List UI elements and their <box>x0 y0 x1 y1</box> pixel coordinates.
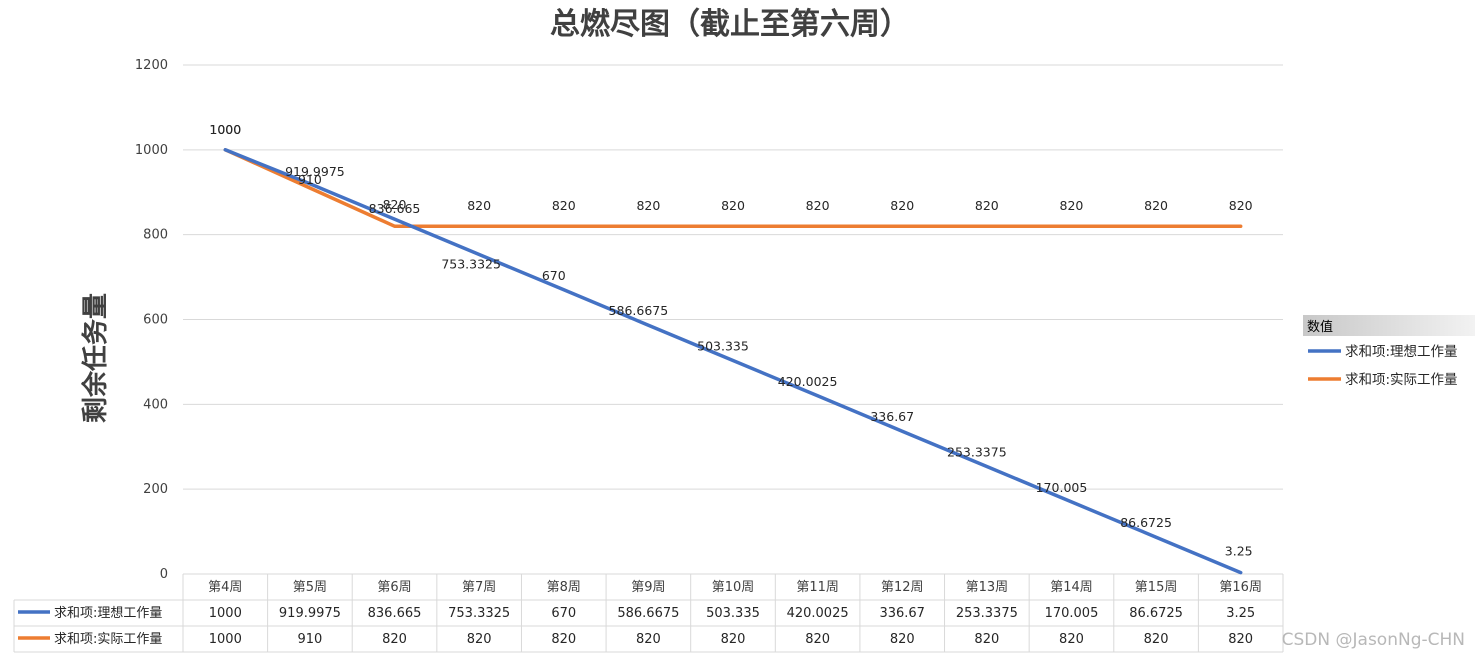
data-label-actual: 820 <box>975 198 999 213</box>
table-cell: 820 <box>721 632 746 647</box>
table-cell: 1000 <box>209 632 242 647</box>
series-lines <box>223 148 1243 575</box>
y-tick-label: 200 <box>143 482 168 497</box>
data-label-ideal: 170.005 <box>1036 480 1088 495</box>
legend-entry: 求和项:理想工作量 <box>1345 344 1458 360</box>
data-label-ideal: 336.67 <box>870 409 914 424</box>
table-series-name: 求和项:实际工作量 <box>54 632 162 647</box>
legend-entry: 求和项:实际工作量 <box>1345 372 1458 388</box>
series-line <box>223 148 1243 575</box>
table-cell: 820 <box>1059 632 1084 647</box>
data-label-actual: 820 <box>721 198 745 213</box>
table-series-name: 求和项:理想工作量 <box>54 605 162 621</box>
table-cell: 820 <box>382 632 407 647</box>
y-tick-label: 600 <box>143 313 168 328</box>
x-tick-label: 第6周 <box>377 580 411 595</box>
table-cell: 910 <box>298 632 323 647</box>
data-label-ideal: 919.9975 <box>285 164 345 179</box>
table-cell: 670 <box>551 606 576 621</box>
legend-title: 数值 <box>1307 319 1333 335</box>
y-axis-label: 剩余任务量 <box>80 293 111 423</box>
y-tick-label: 400 <box>143 397 168 412</box>
data-label-ideal: 253.3375 <box>947 445 1007 460</box>
data-label-actual: 820 <box>467 198 491 213</box>
x-tick-label: 第11周 <box>796 580 839 595</box>
data-table: 第4周 第5周 第6周 第7周 第8周 第9周 第10周 第11周 第12周 第13周 第14周 第1… <box>13 573 1284 653</box>
table-cell: 820 <box>1228 632 1253 647</box>
data-label-ideal: 3.25 <box>1225 544 1253 559</box>
x-tick-label: 第10周 <box>712 580 755 595</box>
table-cell: 836.665 <box>368 606 422 621</box>
table-cell: 586.6675 <box>617 606 679 621</box>
y-axis-ticks: 0 200 400 600 800 1000 1200 <box>135 58 168 582</box>
gridlines <box>183 64 1283 575</box>
x-tick-label: 第14周 <box>1050 580 1093 595</box>
data-label-actual: 820 <box>1229 198 1253 213</box>
data-label-actual: 820 <box>1144 198 1168 213</box>
table-cell: 253.3375 <box>956 606 1018 621</box>
data-labels: 1000 919.9975 836.665 753.3325 670 586.6675 50… <box>209 122 1252 559</box>
y-tick-label: 0 <box>160 567 168 582</box>
data-label-ideal: 670 <box>542 268 566 283</box>
y-tick-label: 800 <box>143 228 168 243</box>
x-tick-label: 第13周 <box>966 580 1009 595</box>
data-label-ideal: 86.6725 <box>1120 515 1172 530</box>
data-label-actual: 820 <box>806 198 830 213</box>
table-cell: 919.9975 <box>279 606 341 621</box>
table-cell: 420.0025 <box>787 606 849 621</box>
chart-title: 总燃尽图（截止至第六周） <box>550 7 910 42</box>
data-label-actual: 820 <box>1060 198 1084 213</box>
data-label-ideal: 836.665 <box>369 201 421 216</box>
data-label-ideal: 586.6675 <box>609 303 669 318</box>
table-cell: 820 <box>636 632 661 647</box>
y-tick-label: 1200 <box>135 58 168 73</box>
x-tick-label: 第9周 <box>631 580 665 595</box>
data-label-actual: 820 <box>383 197 407 212</box>
x-tick-label: 第12周 <box>881 580 924 595</box>
data-label-actual: 820 <box>890 198 914 213</box>
table-cell: 86.6725 <box>1129 606 1183 621</box>
table-cell: 503.335 <box>706 606 760 621</box>
x-tick-label: 第16周 <box>1219 580 1262 595</box>
table-cell: 820 <box>974 632 999 647</box>
y-tick-label: 1000 <box>135 143 168 158</box>
table-cell: 820 <box>890 632 915 647</box>
table-cell: 820 <box>805 632 830 647</box>
table-cell: 820 <box>467 632 492 647</box>
table-cell: 3.25 <box>1226 606 1255 621</box>
x-tick-label: 第4周 <box>208 580 242 595</box>
table-cell: 170.005 <box>1045 606 1099 621</box>
x-tick-label: 第5周 <box>293 580 327 595</box>
data-label-actual: 820 <box>552 198 576 213</box>
data-label-ideal: 1000 <box>209 122 241 137</box>
data-label-actual: 1000 <box>209 122 241 137</box>
data-label-ideal: 753.3325 <box>441 256 501 271</box>
table-cell: 336.67 <box>879 606 925 621</box>
x-tick-label: 第7周 <box>462 580 496 595</box>
table-cell: 1000 <box>209 606 242 621</box>
table-cell: 820 <box>551 632 576 647</box>
legend-header-bar <box>1303 315 1475 336</box>
table-cell: 820 <box>1144 632 1169 647</box>
data-label-actual: 910 <box>298 172 322 187</box>
data-label-ideal: 420.0025 <box>778 374 838 389</box>
table-cell: 753.3325 <box>448 606 510 621</box>
watermark: CSDN @JasonNg-CHN <box>1282 630 1465 650</box>
data-label-ideal: 503.335 <box>697 339 749 354</box>
x-tick-label: 第15周 <box>1135 580 1178 595</box>
x-tick-label: 第8周 <box>547 580 581 595</box>
data-label-actual: 820 <box>636 198 660 213</box>
series-line <box>223 148 1243 228</box>
